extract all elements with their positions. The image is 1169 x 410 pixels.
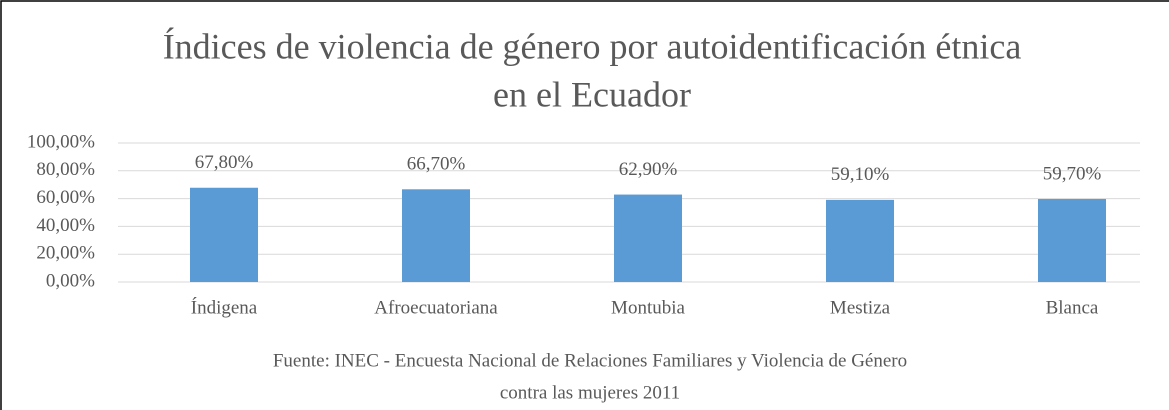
x-tick-label: Índigena <box>191 296 258 318</box>
y-tick-label: 20,00% <box>36 243 95 264</box>
x-tick-label: Afroecuatoriana <box>374 297 498 318</box>
y-tick-label: 100,00% <box>27 131 95 152</box>
bar <box>190 187 258 282</box>
chart-title: en el Ecuador <box>493 74 691 114</box>
x-tick-label: Montubia <box>611 297 685 318</box>
value-label: 59,10% <box>831 164 890 185</box>
bar <box>402 189 470 282</box>
value-label: 62,90% <box>619 159 678 180</box>
y-tick-label: 80,00% <box>36 159 95 180</box>
source-note: contra las mujeres 2011 <box>500 382 680 403</box>
value-label: 66,70% <box>407 154 466 175</box>
chart-title: Índices de violencia de género por autoi… <box>163 26 1022 66</box>
x-tick-label: Blanca <box>1046 297 1099 318</box>
source-note: Fuente: INEC - Encuesta Nacional de Rela… <box>273 350 907 371</box>
bar <box>1038 199 1106 282</box>
bar <box>614 194 682 282</box>
value-label: 59,70% <box>1043 163 1102 184</box>
x-tick-label: Mestiza <box>830 297 891 318</box>
y-tick-label: 40,00% <box>36 215 95 236</box>
bar <box>826 199 894 282</box>
y-tick-label: 0,00% <box>46 270 95 291</box>
y-tick-label: 60,00% <box>36 187 95 208</box>
value-label: 67,80% <box>195 152 254 173</box>
